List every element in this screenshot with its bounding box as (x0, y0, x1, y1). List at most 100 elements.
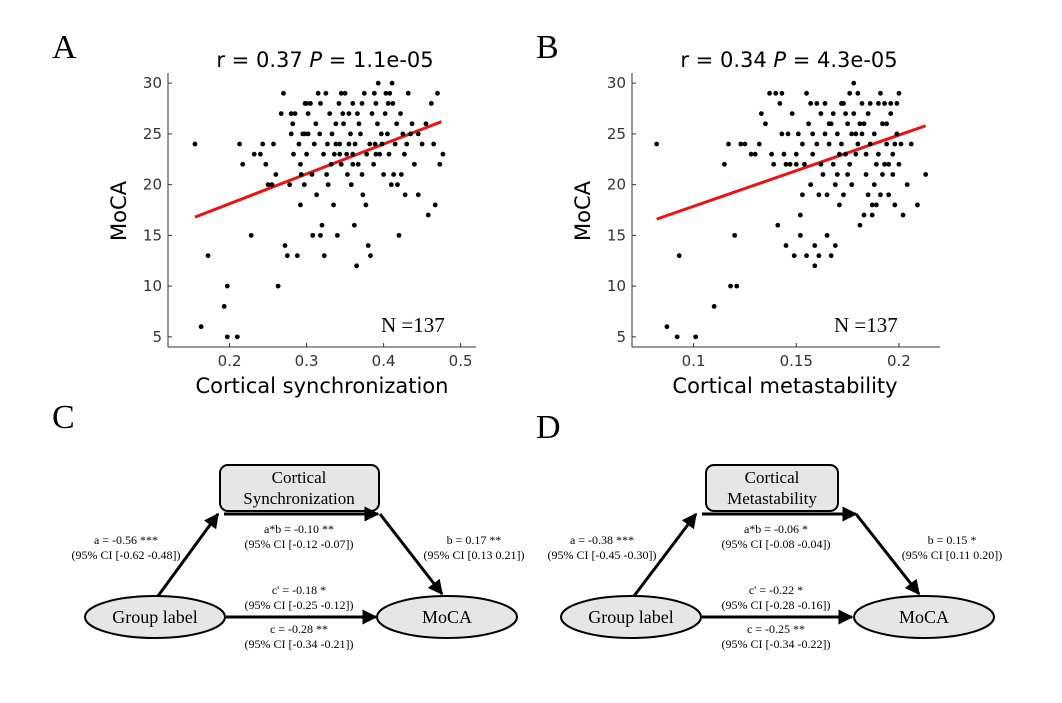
data-point-b (896, 161, 902, 167)
y-tick-label-b: 10 (607, 277, 626, 295)
data-point-b (836, 202, 842, 208)
y-tick-label-a: 25 (143, 125, 162, 143)
ab-ci-d: (95% CI [-0.08 -0.04]) (722, 537, 831, 551)
data-point-a (381, 172, 386, 177)
data-point-a (292, 111, 298, 116)
data-point-a (350, 101, 356, 106)
data-point-a (437, 161, 443, 167)
data-point-b (839, 141, 844, 147)
data-point-b (861, 212, 867, 218)
data-point-b (830, 111, 836, 116)
data-point-a (408, 131, 413, 137)
data-point-b (915, 202, 920, 208)
data-point-b (880, 172, 885, 177)
outcome-label-d: MoCA (899, 607, 949, 627)
data-point-a (409, 121, 415, 127)
group-ellipse-d (560, 595, 702, 639)
data-point-b (738, 141, 744, 147)
data-point-a (385, 101, 391, 106)
data-point-b (904, 182, 910, 188)
path-b-arrow-c (378, 513, 444, 596)
outcome-ellipse-d (853, 595, 995, 639)
data-point-a (365, 243, 371, 248)
data-point-b (814, 101, 820, 106)
data-point-b (847, 90, 853, 96)
data-point-a (352, 141, 358, 147)
data-point-a (398, 111, 403, 116)
data-point-a (371, 90, 377, 96)
data-point-a (273, 172, 279, 177)
data-point-b (843, 151, 848, 157)
data-point-b (824, 192, 830, 198)
data-point-b (845, 172, 850, 177)
data-point-a (431, 141, 437, 147)
data-point-a (331, 151, 337, 157)
data-point-b (802, 161, 807, 167)
data-point-a (435, 90, 440, 96)
y-tick-label-a: 20 (143, 176, 162, 194)
data-point-a (389, 80, 395, 86)
y-tick-label-b: 30 (607, 74, 626, 92)
data-point-b (779, 131, 785, 137)
data-point-a (269, 182, 275, 188)
data-point-b (808, 101, 814, 106)
data-point-a (192, 141, 198, 147)
data-point-a (304, 101, 309, 106)
panel-letter-d: D (536, 409, 561, 446)
data-point-a (321, 151, 326, 157)
a-ci-c: (95% CI [-0.62 -0.48]) (72, 548, 181, 562)
data-point-b (781, 151, 787, 157)
n-label-b: N =137 (834, 313, 898, 337)
data-point-a (251, 151, 257, 157)
data-point-a (373, 101, 379, 106)
data-point-a (378, 131, 384, 137)
data-point-b (734, 283, 740, 289)
data-point-b (863, 172, 869, 177)
chart-title-b: r = 0.34 P = 4.3e-05 (680, 48, 897, 72)
c-ci-c: (95% CI [-0.34 -0.21]) (245, 637, 354, 651)
data-point-a (284, 253, 290, 259)
data-point-b (882, 161, 887, 167)
mediation-diagram-d: Cortical Metastability Group label MoCA … (548, 464, 1002, 651)
data-point-b (769, 151, 775, 157)
data-point-b (873, 161, 879, 167)
y-tick-label-a: 30 (143, 74, 162, 92)
data-point-a (234, 334, 240, 340)
data-point-b (861, 121, 867, 127)
cprime-coef-c: c' = -0.18 * (272, 583, 326, 597)
b-coef-c: b = 0.17 ** (447, 533, 502, 547)
ab-ci-c: (95% CI [-0.12 -0.07]) (245, 537, 354, 551)
data-points-a (192, 80, 446, 340)
data-point-b (748, 151, 754, 157)
data-point-a (205, 253, 211, 259)
path-b-arrow-d (854, 513, 921, 596)
data-point-a (377, 151, 383, 157)
a-ci-d: (95% CI [-0.45 -0.30]) (548, 548, 657, 562)
data-point-b (826, 141, 832, 147)
data-point-b (855, 141, 861, 147)
cprime-coef-d: c' = -0.22 * (749, 583, 803, 597)
data-point-b (855, 90, 861, 96)
x-tick-label-a: 0.5 (449, 352, 473, 370)
data-point-b (878, 90, 883, 96)
mediator-label-c-line1: Cortical (272, 468, 327, 487)
data-point-a (296, 141, 302, 147)
data-point-b (767, 90, 772, 96)
data-point-a (379, 141, 385, 147)
data-point-b (851, 111, 857, 116)
mediator-label-d-line1: Cortical (745, 468, 800, 487)
data-point-b (871, 131, 877, 137)
data-point-a (373, 151, 379, 157)
data-point-a (327, 111, 333, 116)
data-point-b (878, 192, 883, 198)
data-point-a (412, 161, 417, 167)
panel-letter-c: C (52, 399, 75, 436)
cprime-ci-d: (95% CI [-0.28 -0.16]) (722, 598, 831, 612)
data-point-a (419, 141, 425, 147)
path-a-arrow-d (632, 512, 698, 597)
data-point-a (386, 151, 392, 157)
data-point-a (331, 202, 336, 208)
data-point-a (275, 283, 281, 289)
data-point-b (847, 161, 853, 167)
x-tick-label-a: 0.4 (372, 352, 396, 370)
